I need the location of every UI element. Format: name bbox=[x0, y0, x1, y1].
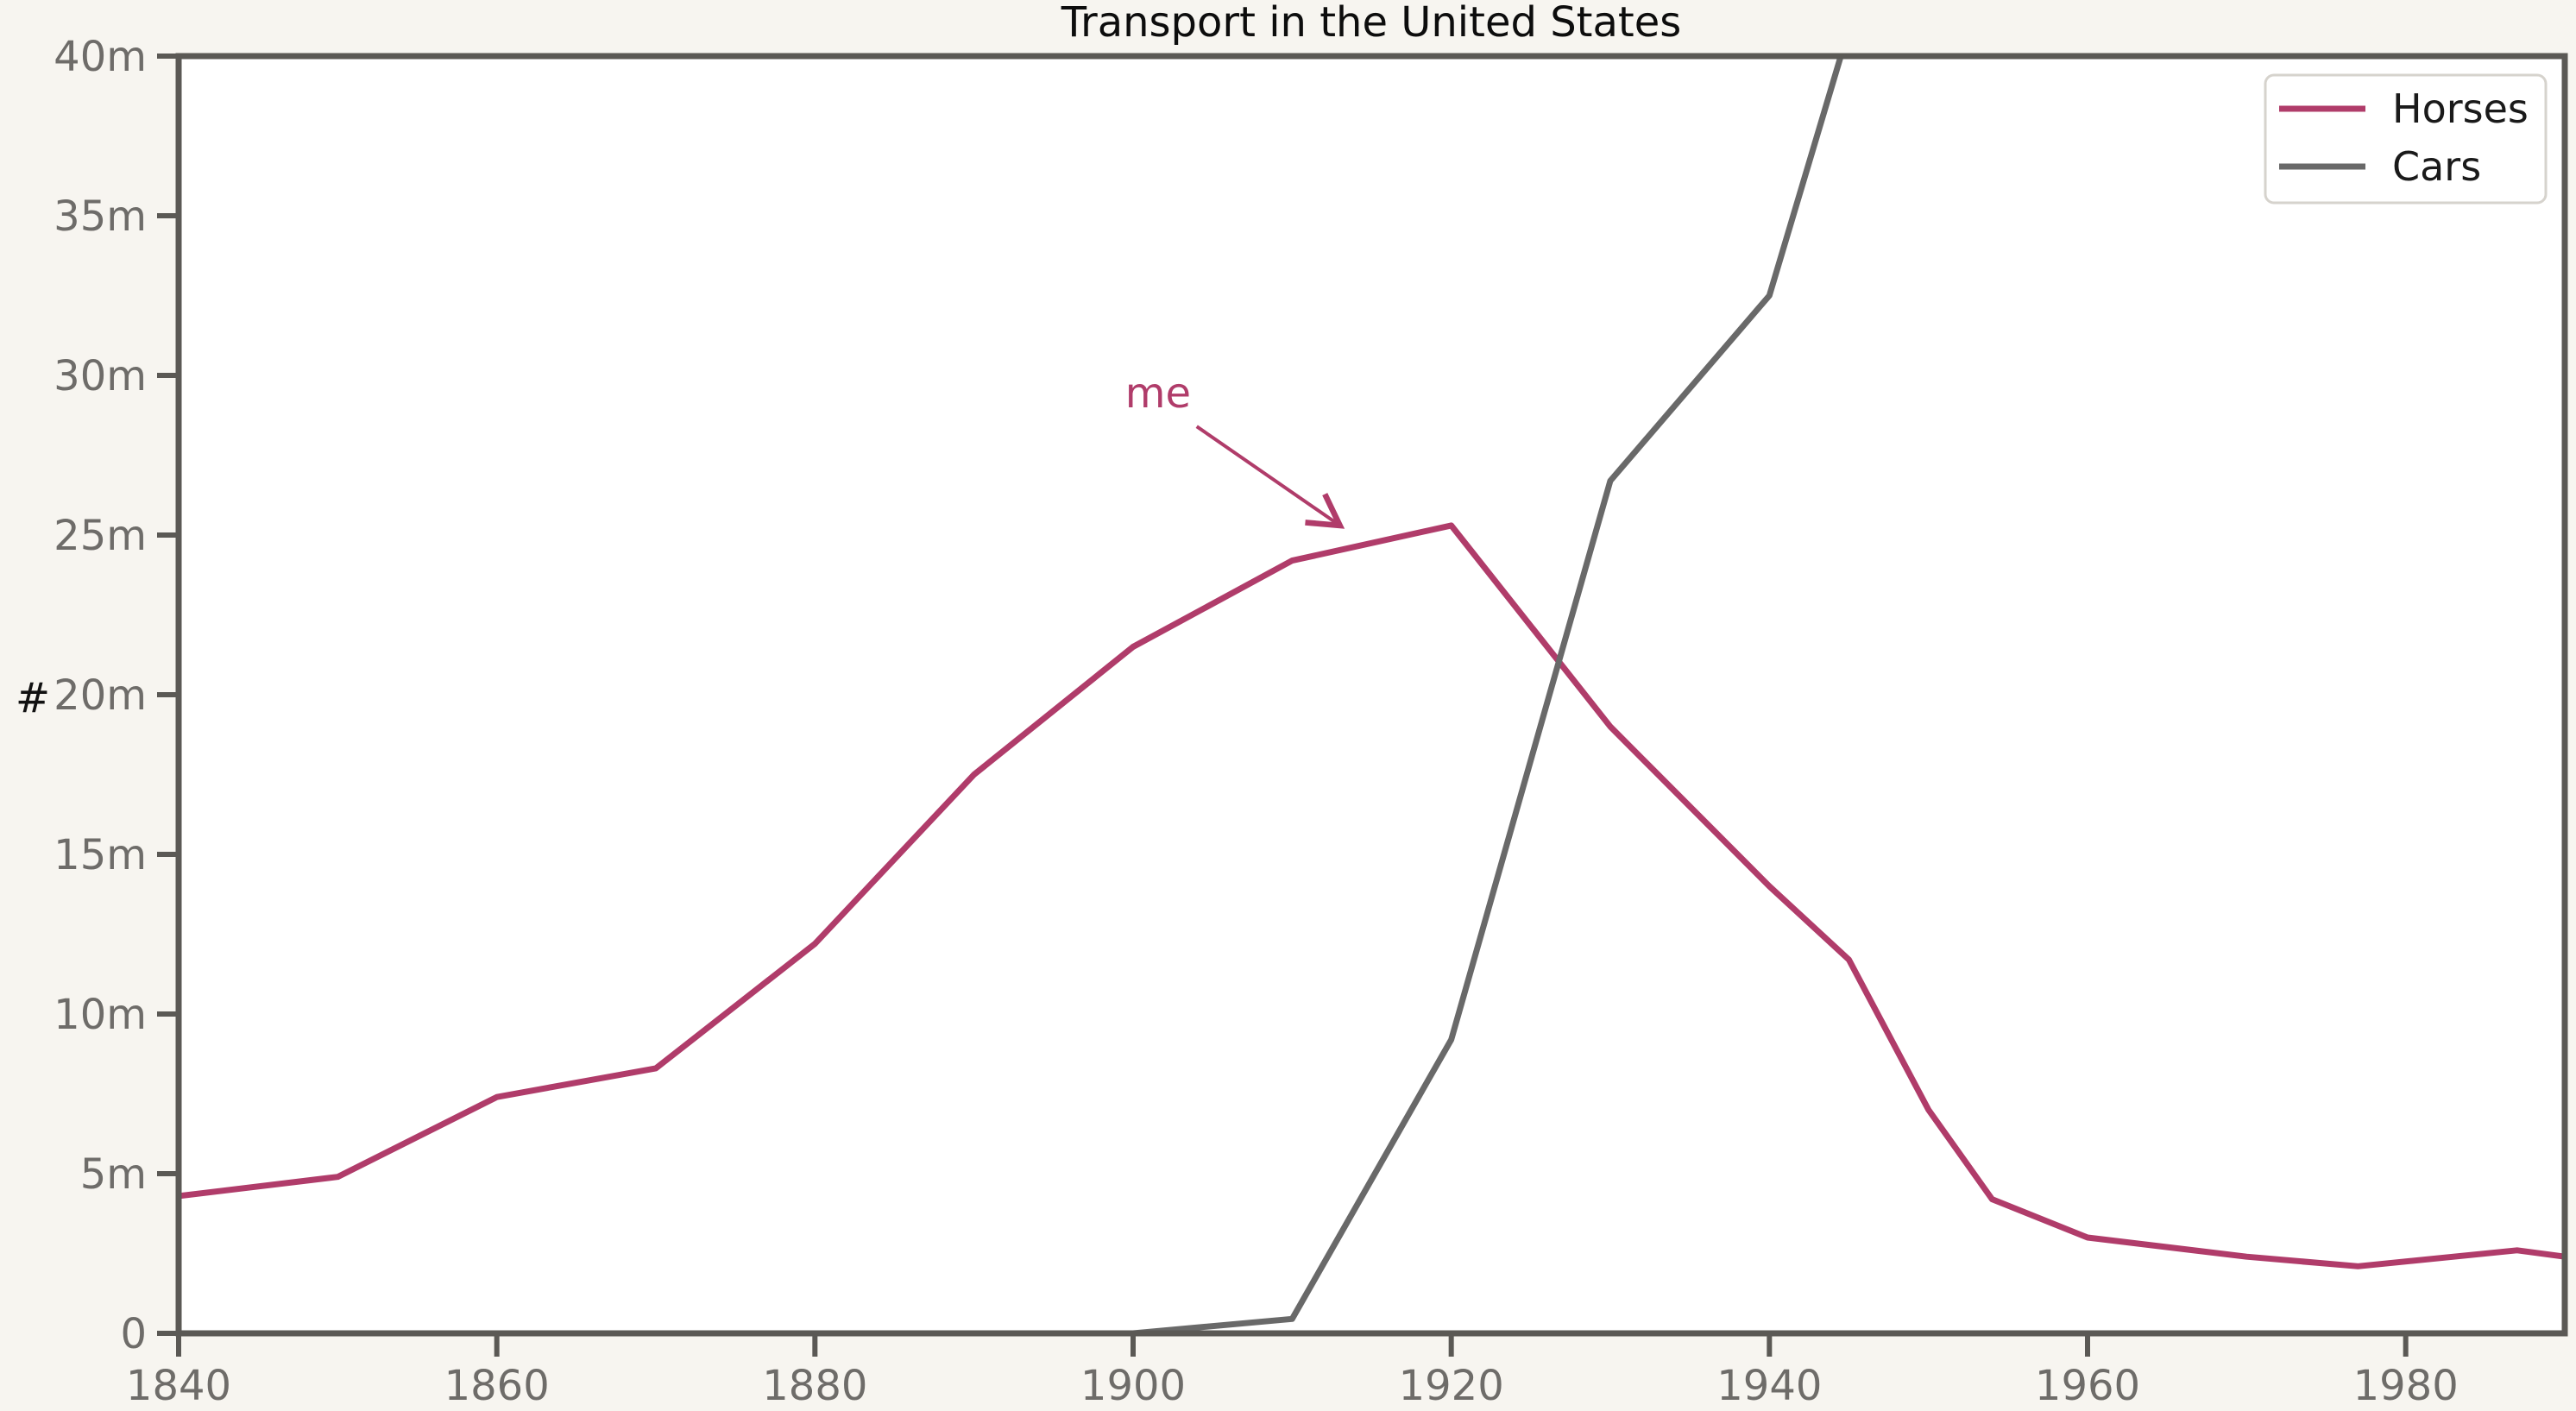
axes-spines bbox=[175, 53, 2568, 1337]
legend: Horses Cars bbox=[2264, 73, 2548, 205]
chart-title: Transport in the United States bbox=[1061, 0, 1682, 47]
y-axis-label: # bbox=[16, 674, 50, 722]
y-axis-ticks: 0 5m 10m 15m 20m 25m 30m 35m 40m bbox=[54, 33, 177, 1358]
x-tick-label: 1880 bbox=[762, 1362, 867, 1410]
y-tick-label: 0 bbox=[120, 1310, 147, 1358]
y-tick-label: 10m bbox=[54, 991, 147, 1039]
y-tick-label: 15m bbox=[54, 831, 147, 879]
x-tick-label: 1940 bbox=[1716, 1362, 1822, 1410]
annotation-arrow bbox=[1195, 425, 1345, 529]
annotation-label: me bbox=[1125, 369, 1191, 418]
series-lines bbox=[179, 56, 2565, 1333]
x-tick-label: 1840 bbox=[126, 1362, 231, 1410]
legend-label-horses: Horses bbox=[2392, 85, 2529, 132]
series-line-cars bbox=[1132, 56, 1844, 1333]
x-tick-label: 1920 bbox=[1399, 1362, 1504, 1410]
y-tick-label: 35m bbox=[54, 192, 147, 241]
annotation: me bbox=[1125, 369, 1345, 529]
plot-area bbox=[179, 56, 2565, 1333]
legend-label-cars: Cars bbox=[2392, 143, 2481, 190]
y-tick-label: 40m bbox=[54, 33, 147, 81]
x-axis-ticks: 1840 1860 1880 1900 1920 1940 1960 1980 bbox=[126, 1336, 2459, 1410]
x-tick-label: 1900 bbox=[1080, 1362, 1186, 1410]
y-tick-label: 25m bbox=[54, 512, 147, 560]
series-line-horses bbox=[179, 522, 2565, 1269]
y-tick-label: 20m bbox=[54, 671, 147, 720]
x-tick-label: 1860 bbox=[444, 1362, 550, 1410]
x-tick-label: 1960 bbox=[2035, 1362, 2140, 1410]
x-tick-label: 1980 bbox=[2353, 1362, 2459, 1410]
y-tick-label: 5m bbox=[80, 1150, 147, 1199]
y-tick-label: 30m bbox=[54, 352, 147, 400]
